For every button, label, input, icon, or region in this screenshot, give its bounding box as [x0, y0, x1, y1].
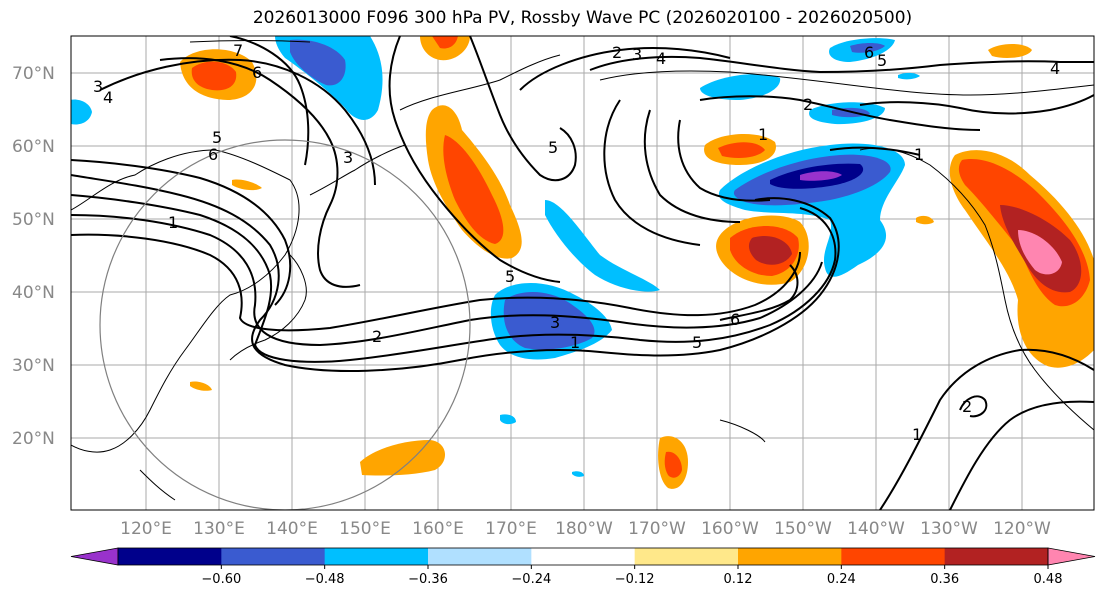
- lat-label: 40°N: [12, 283, 55, 303]
- contour-label: 3: [632, 45, 642, 64]
- colorbar: −0.60 −0.48 −0.36 −0.24 −0.12 0.12 0.24 0.36 0.4…: [70, 547, 1096, 587]
- contour-label: 5: [505, 267, 515, 286]
- contour-label: 4: [1050, 59, 1060, 78]
- lon-label: 130°W: [920, 519, 978, 539]
- contour-label: 6: [864, 43, 874, 62]
- contour-label: 1: [912, 425, 922, 444]
- lon-label: 140°W: [847, 519, 905, 539]
- contour-label: 1: [914, 145, 924, 164]
- colorbar-tick-label: 0.24: [827, 572, 856, 587]
- lat-label: 70°N: [12, 64, 55, 84]
- contour-label: 4: [103, 88, 113, 107]
- contour-label: 2: [803, 95, 813, 114]
- lon-label: 120°E: [120, 519, 172, 539]
- contour-label: 5: [548, 138, 558, 157]
- contour-label: 1: [758, 125, 768, 144]
- colorbar-segment: [118, 548, 222, 565]
- colorbar-segment: [634, 548, 739, 565]
- colorbar-segment: [221, 548, 326, 565]
- lat-label: 60°N: [12, 137, 55, 157]
- map-border: [70, 35, 1095, 511]
- colorbar-tick-label: 0.36: [930, 572, 959, 587]
- contour-label: 3: [343, 148, 353, 167]
- colorbar-segment: [738, 548, 842, 565]
- contour-label: 6: [208, 145, 218, 164]
- contour-label: 3: [550, 313, 560, 332]
- contour-south-east: [879, 348, 1094, 510]
- lon-label: 160°W: [701, 519, 759, 539]
- colorbar-tick-label: −0.12: [615, 572, 655, 587]
- colorbar-tick-label: −0.48: [305, 572, 345, 587]
- contour-label: 2: [962, 397, 972, 416]
- lon-label: 180°W: [555, 519, 613, 539]
- contour-1-west: [71, 174, 840, 373]
- anomaly-shading: [71, 36, 1094, 489]
- colorbar-tick-label: 0.48: [1034, 572, 1063, 587]
- pos-anomaly-south: [360, 440, 446, 476]
- contour-label: 3: [93, 77, 103, 96]
- colorbar-segment: [841, 548, 946, 565]
- colorbar-segment: [324, 548, 429, 565]
- contour-label: 2: [612, 43, 622, 62]
- lon-label: 160°E: [412, 519, 464, 539]
- colorbar-segment: [944, 548, 1049, 565]
- reference-circle: [99, 139, 471, 510]
- contour-label: 5: [692, 333, 702, 352]
- lon-label: 120°W: [993, 519, 1051, 539]
- contour-label: 7: [233, 41, 243, 60]
- contour-label: 6: [252, 63, 262, 82]
- colorbar-segment: [531, 548, 636, 565]
- lon-label: 170°E: [485, 519, 537, 539]
- contour-label: 5: [212, 128, 222, 147]
- colorbar-tick-label: 0.12: [724, 572, 753, 587]
- contour-north-ridge: [159, 57, 361, 288]
- lat-label: 30°N: [12, 356, 55, 376]
- contour-label-group: 7 6 3 4 5 6 1 3 5 2 3 4 6 5 4 2 1 1 5 3 …: [93, 41, 1060, 444]
- colorbar-tick-label: −0.36: [408, 572, 448, 587]
- longitude-labels: 120°E 130°E 140°E 150°E 160°E 170°E 180°…: [120, 519, 1051, 539]
- colorbar-tick-label: −0.60: [201, 572, 241, 587]
- contour-label: 2: [372, 327, 382, 346]
- pv-contours: [71, 36, 1094, 510]
- colorbar-segment: [428, 548, 532, 565]
- lon-label: 140°E: [266, 519, 318, 539]
- coastlines: [71, 40, 1094, 501]
- latitude-labels: 70°N 60°N 50°N 40°N 30°N 20°N: [12, 64, 55, 449]
- contour-label: 1: [570, 333, 580, 352]
- colorbar-border: [117, 547, 1049, 566]
- lat-label: 50°N: [12, 210, 55, 230]
- lon-label: 130°E: [193, 519, 245, 539]
- map-area: [71, 36, 1094, 510]
- contour-label: 4: [656, 49, 666, 68]
- colorbar-tick-label: −0.24: [511, 572, 551, 587]
- lon-label: 150°E: [339, 519, 391, 539]
- lon-label: 170°W: [628, 519, 686, 539]
- lat-label: 20°N: [12, 429, 55, 449]
- contour-label: 1: [168, 213, 178, 232]
- contour-label: 5: [877, 51, 887, 70]
- colorbar-left-arrow: [70, 547, 119, 566]
- map-title: 2026013000 F096 300 hPa PV, Rossby Wave …: [252, 8, 913, 28]
- colorbar-right-arrow: [1047, 547, 1096, 566]
- lon-label: 150°W: [774, 519, 832, 539]
- contour-label: 6: [730, 310, 740, 329]
